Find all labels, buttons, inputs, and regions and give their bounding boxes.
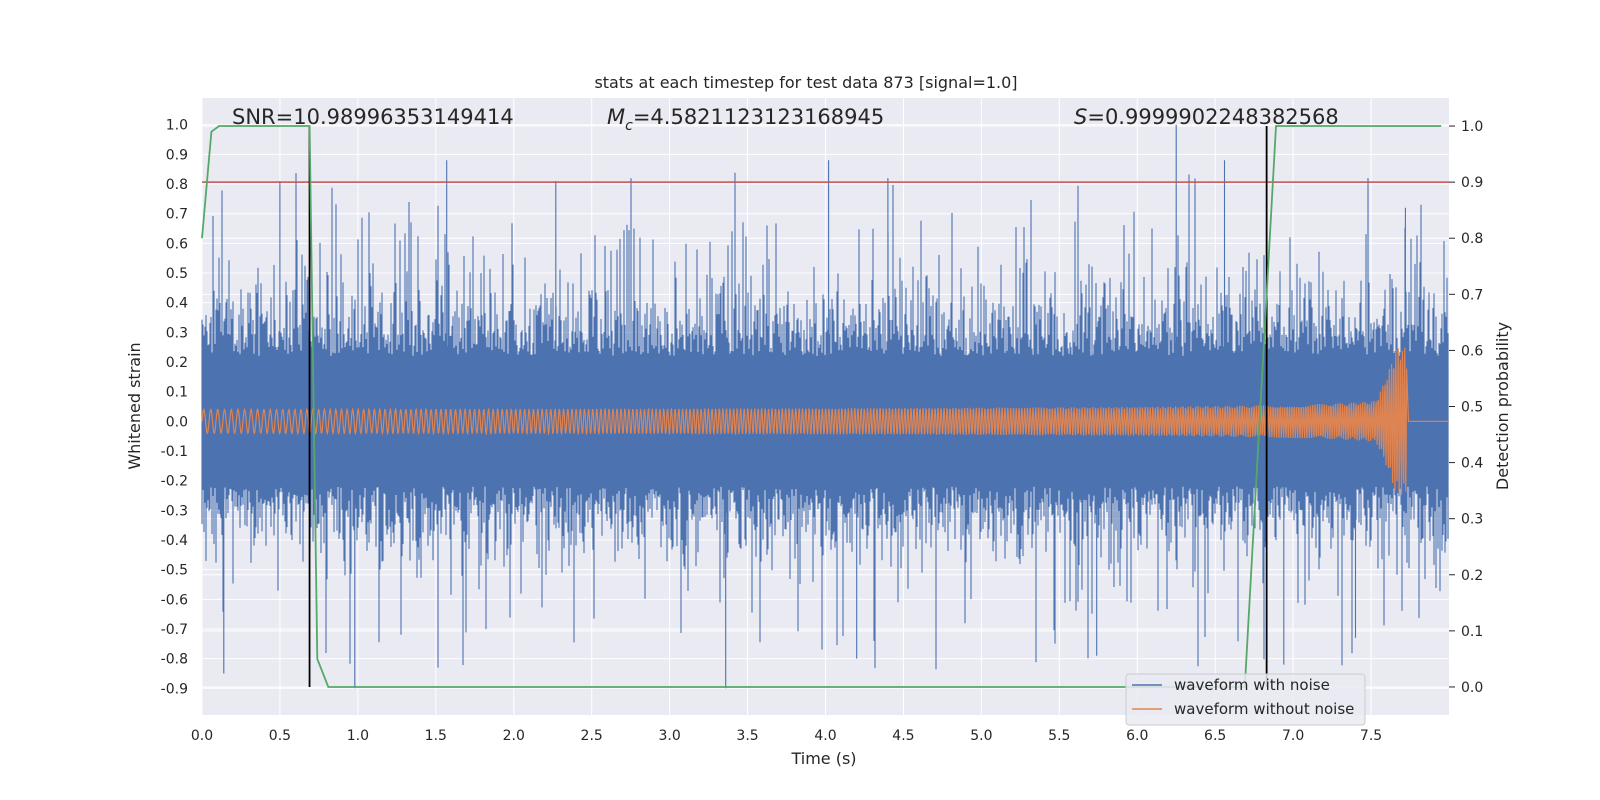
y-left-tick-label: 0.5 xyxy=(166,266,188,282)
y-left-tick-label: 0.8 xyxy=(166,177,188,193)
y-right-tick-label: 0.7 xyxy=(1461,287,1483,303)
x-tick-label: 5.5 xyxy=(1048,728,1070,744)
axis-ticks: 0.0 0.5 1.0 1.5 2.0 2.5 3.0 3.5 4.0 4.5 5.0 5.5 6.0 6… xyxy=(161,118,1484,744)
y-right-tick-label: 0.6 xyxy=(1461,343,1483,359)
y-left-tick-label: -0.8 xyxy=(161,652,188,668)
x-tick-label: 5.0 xyxy=(970,728,992,744)
y-left-tick-label: -0.6 xyxy=(161,592,188,608)
detection-probability-path xyxy=(201,125,1442,688)
chirp-mass-annotation: Mc=4.5821123123168945 xyxy=(607,105,884,134)
x-tick-label: 3.5 xyxy=(736,728,758,744)
y-left-tick-label: 1.0 xyxy=(166,118,188,134)
y-left-tick-label: 0.6 xyxy=(166,236,188,252)
x-tick-label: 6.5 xyxy=(1204,728,1226,744)
detection-statistic-annotation: S=0.9999902248382568 xyxy=(1074,105,1339,129)
y-left-tick-label: -0.5 xyxy=(161,563,188,579)
y-left-tick-label: 0.4 xyxy=(166,296,188,312)
y-left-tick-label: 0.3 xyxy=(166,325,188,341)
y-right-tick-label: 0.5 xyxy=(1461,400,1483,416)
y-right-tick-label: 0.0 xyxy=(1461,680,1483,696)
y-right-tick-label: 0.9 xyxy=(1461,175,1483,191)
y-left-tick-label: -0.7 xyxy=(161,622,188,638)
x-tick-label: 4.0 xyxy=(814,728,836,744)
y-left-tick-label: -0.3 xyxy=(161,503,188,519)
chirp-mass-value: =4.5821123123168945 xyxy=(633,105,884,129)
legend-label-noise: waveform with noise xyxy=(1174,676,1330,694)
y-right-tick-label: 0.4 xyxy=(1461,456,1483,472)
x-axis-label: Time (s) xyxy=(790,749,856,768)
y-right-tick-label: 0.1 xyxy=(1461,624,1483,640)
legend: waveform with noise waveform without noi… xyxy=(1125,673,1366,726)
y-left-tick-label: -0.1 xyxy=(161,444,188,460)
legend-frame xyxy=(1125,673,1366,726)
x-tick-label: 6.0 xyxy=(1126,728,1148,744)
legend-label-signal: waveform without noise xyxy=(1174,700,1354,718)
y-left-tick-label: 0.2 xyxy=(166,355,188,371)
x-tick-label: 7.5 xyxy=(1360,728,1382,744)
snr-annotation: SNR=10.98996353149414 xyxy=(232,105,514,129)
x-tick-label: 1.5 xyxy=(425,728,447,744)
y-left-tick-label: 0.1 xyxy=(166,385,188,401)
x-tick-label: 0.5 xyxy=(269,728,291,744)
x-tick-label: 0.0 xyxy=(191,728,213,744)
detection-statistic-symbol: S xyxy=(1074,105,1087,129)
detection-statistic-value: =0.9999902248382568 xyxy=(1087,105,1338,129)
y-left-tick-label: 0.9 xyxy=(166,147,188,163)
x-tick-label: 1.0 xyxy=(347,728,369,744)
y-right-tick-label: 1.0 xyxy=(1461,119,1483,135)
chirp-mass-subscript: c xyxy=(625,118,633,134)
overlay-lines xyxy=(201,125,1449,688)
y-left-tick-label: -0.9 xyxy=(161,681,188,697)
y-left-tick-label: -0.4 xyxy=(161,533,188,549)
y-right-tick-label: 0.2 xyxy=(1461,568,1483,584)
y-axis-left-label: Whitened strain xyxy=(125,342,144,469)
y-left-tick-label: 0.0 xyxy=(166,414,188,430)
x-tick-label: 3.0 xyxy=(658,728,680,744)
x-tick-label: 4.5 xyxy=(892,728,914,744)
chirp-mass-symbol: M xyxy=(607,105,625,129)
series-waveform-without-noise xyxy=(201,347,1449,495)
x-tick-label: 2.5 xyxy=(581,728,603,744)
y-right-tick-label: 0.8 xyxy=(1461,231,1483,247)
y-left-tick-label: 0.7 xyxy=(166,207,188,223)
x-tick-label: 2.0 xyxy=(503,728,525,744)
y-axis-right-label: Detection probability xyxy=(1493,322,1512,490)
y-right-tick-label: 0.3 xyxy=(1461,512,1483,528)
chart-title: stats at each timestep for test data 873… xyxy=(594,73,1017,92)
signal-waveform-path xyxy=(201,347,1449,495)
y-left-tick-label: -0.2 xyxy=(161,474,188,490)
x-tick-label: 7.0 xyxy=(1282,728,1304,744)
